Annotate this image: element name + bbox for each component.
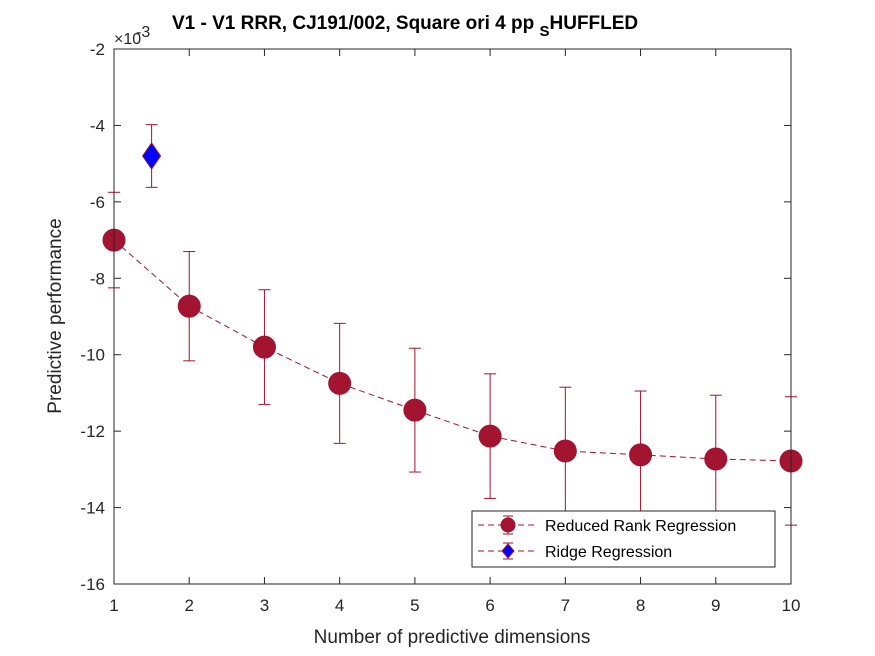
rrr-point: [328, 371, 352, 395]
x-tick-label: 3: [260, 596, 269, 615]
y-tick-label: -10: [80, 346, 105, 365]
x-axis-label: Number of predictive dimensions: [314, 627, 591, 648]
chart-title: V1 - V1 RRR, CJ191/002, Square ori 4 pp …: [172, 13, 638, 40]
x-tick-label: 1: [109, 596, 118, 615]
x-tick-label: 9: [711, 596, 720, 615]
axes-box: [113, 48, 792, 585]
y-exponent-base: ×10: [114, 31, 141, 48]
legend-ridge-label: Ridge Regression: [545, 544, 672, 561]
x-tick-label: 2: [184, 596, 193, 615]
y-tick-label: -6: [90, 193, 105, 212]
chart-title-tail: HUFFLED: [550, 13, 639, 34]
rrr-point: [177, 294, 201, 318]
axes-layer: 1 2 3 4 5 6 7 8 9 10 -16 -14 -12 -10 -8 -6 -4 -2: [80, 40, 800, 615]
x-tick-label: 7: [561, 596, 570, 615]
legend-ridge-marker: [501, 543, 515, 559]
rrr-point: [403, 398, 427, 422]
legend-rrr-label: Reduced Rank Regression: [545, 518, 736, 535]
rrr-point: [629, 443, 653, 467]
rrr-point: [704, 447, 728, 471]
legend-box: [471, 510, 776, 568]
y-exponent-power: -3: [136, 24, 150, 41]
rrr-point: [478, 424, 502, 448]
x-tick-label: 5: [410, 596, 419, 615]
x-tick-label: 6: [485, 596, 494, 615]
y-tick-label: -2: [90, 40, 105, 59]
y-tick-label: -14: [80, 499, 105, 518]
legend: Reduced Rank Regression Ridge Regression: [471, 510, 776, 568]
rrr-point: [553, 439, 577, 463]
y-tick-label: -12: [80, 422, 105, 441]
chart-title-subscript: S: [539, 23, 549, 40]
y-tick-label: -16: [80, 575, 105, 594]
rrr-line: [113, 239, 792, 462]
y-axis-label: Predictive performance: [45, 218, 66, 413]
x-tick-label: 10: [782, 596, 801, 615]
y-tick-label: -4: [90, 116, 105, 135]
ridge-point: [142, 142, 162, 170]
x-tick-label: 8: [636, 596, 645, 615]
plot-area: [114, 49, 791, 584]
rrr-point: [252, 335, 276, 359]
y-tick-label: -8: [90, 269, 105, 288]
x-tick-label: 4: [335, 596, 344, 615]
chart-title-main: V1 - V1 RRR, CJ191/002, Square ori 4 pp: [172, 13, 539, 34]
legend-rrr-marker: [500, 517, 516, 533]
